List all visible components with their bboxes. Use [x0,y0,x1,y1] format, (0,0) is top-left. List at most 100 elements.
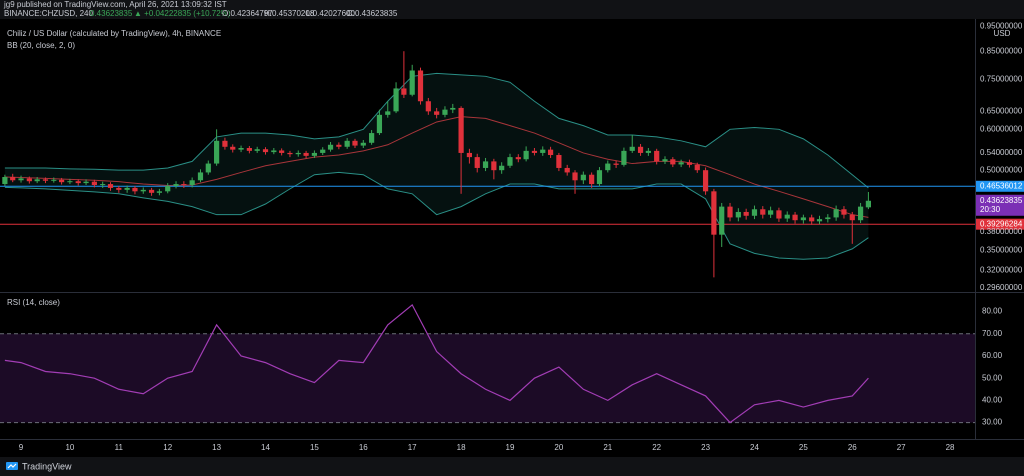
candle-body [320,149,326,153]
candle-body [792,214,798,221]
candle-body [784,214,790,219]
rsi-title: RSI (14, close) [7,298,60,307]
candle-body [425,101,431,112]
candle-body [18,178,24,181]
rsi-tick-label: 80.00 [982,307,1003,316]
main-pane [0,51,975,278]
candle-body [523,150,529,160]
publish-info: jg9 published on TradingView.com, April … [3,0,227,9]
candle-body [51,179,57,181]
x-tick-label: 21 [603,443,612,452]
candle-body [800,217,806,221]
countdown: 20:30 [980,205,1001,214]
candle-body [768,210,774,215]
candle-body [645,150,651,153]
y-tick-label: 0.29600000 [980,283,1023,292]
y-tick-label: 0.65000000 [980,106,1023,115]
candle-body [678,162,684,165]
candle-body [327,144,334,150]
candle-body [181,184,187,186]
last-price-tag [976,194,1024,216]
candle-body [116,187,122,190]
candle-body [637,146,644,153]
candle-body [849,214,855,221]
header-price: 0.43623835 [90,9,133,18]
candle-body [222,140,228,147]
y-tick-label: 0.60000000 [980,124,1023,133]
x-tick-label: 14 [261,443,270,452]
level-label: 0.46536012 [980,181,1023,190]
candle-body [857,206,864,221]
last-price-label: 0.43623835 [980,196,1023,205]
bollinger-lower [4,171,869,260]
candle-body [67,181,73,183]
candle-body [702,170,709,192]
candle-body [352,140,358,146]
candle-body [279,150,285,153]
candle-body [719,206,725,235]
candle-body [376,114,383,134]
candle-body [59,179,65,183]
y-tick-label: 0.85000000 [980,46,1023,55]
candle-body [401,88,407,95]
candle-body [140,189,146,192]
candle-body [197,172,204,181]
candle-body [865,200,872,208]
candle-body [711,191,717,235]
candle-body [173,184,179,186]
y-tick-label: 0.75000000 [980,74,1023,83]
candle-body [107,184,114,188]
candle-body [205,163,211,173]
candle-body [434,111,440,115]
brand-logo [6,462,18,470]
candle-body [564,167,570,173]
rsi-band-fill [0,333,975,423]
x-tick-label: 16 [359,443,368,452]
bollinger-middle [4,116,869,218]
main-title: Chiliz / US Dollar (calculated by Tradin… [7,29,221,38]
candle-body [311,152,318,156]
candle-body [491,161,497,171]
rsi-tick-label: 40.00 [982,395,1003,404]
candle-body [75,181,81,184]
candle-body [2,177,8,185]
candle-body [572,172,578,181]
candle-body [295,152,301,155]
candle-body [100,184,106,186]
x-tick-label: 11 [115,443,124,452]
candle-body [466,152,473,158]
header-change: ▲ +0.04222835 (+10.72%) [134,9,231,18]
candle-body [34,179,40,182]
candle-body [589,174,595,185]
candle-body [743,211,749,216]
candle-body [596,170,603,185]
rsi-tick-label: 60.00 [982,351,1003,360]
x-tick-label: 23 [701,443,710,452]
candle-body [336,144,342,147]
candle-body [369,133,375,143]
candle-body [547,149,554,156]
x-tick-label: 17 [408,443,417,452]
candle-body [393,88,399,112]
bollinger-fill [4,73,869,260]
x-tick-label: 28 [946,443,955,452]
level-tag [976,218,1024,230]
x-tick-label: 22 [652,443,661,452]
candle-body [124,187,130,190]
currency: USD [994,29,1011,38]
candle-body [385,111,391,115]
candle-body [417,70,424,102]
candle-body [10,177,16,181]
x-tick-label: 15 [310,443,319,452]
x-tick-label: 20 [554,443,563,452]
candle-body [254,149,260,151]
candle-body [760,209,766,215]
candle-body [303,152,309,156]
y-tick-label: 0.32000000 [980,265,1023,274]
candle-body [450,107,456,110]
candle-body [360,142,366,146]
candle-body [189,180,195,186]
axes: 0.46536012 0.39296284 0.95000000 0.85000000… [19,21,1024,452]
candle-body [629,146,635,151]
candle-body [83,181,89,184]
